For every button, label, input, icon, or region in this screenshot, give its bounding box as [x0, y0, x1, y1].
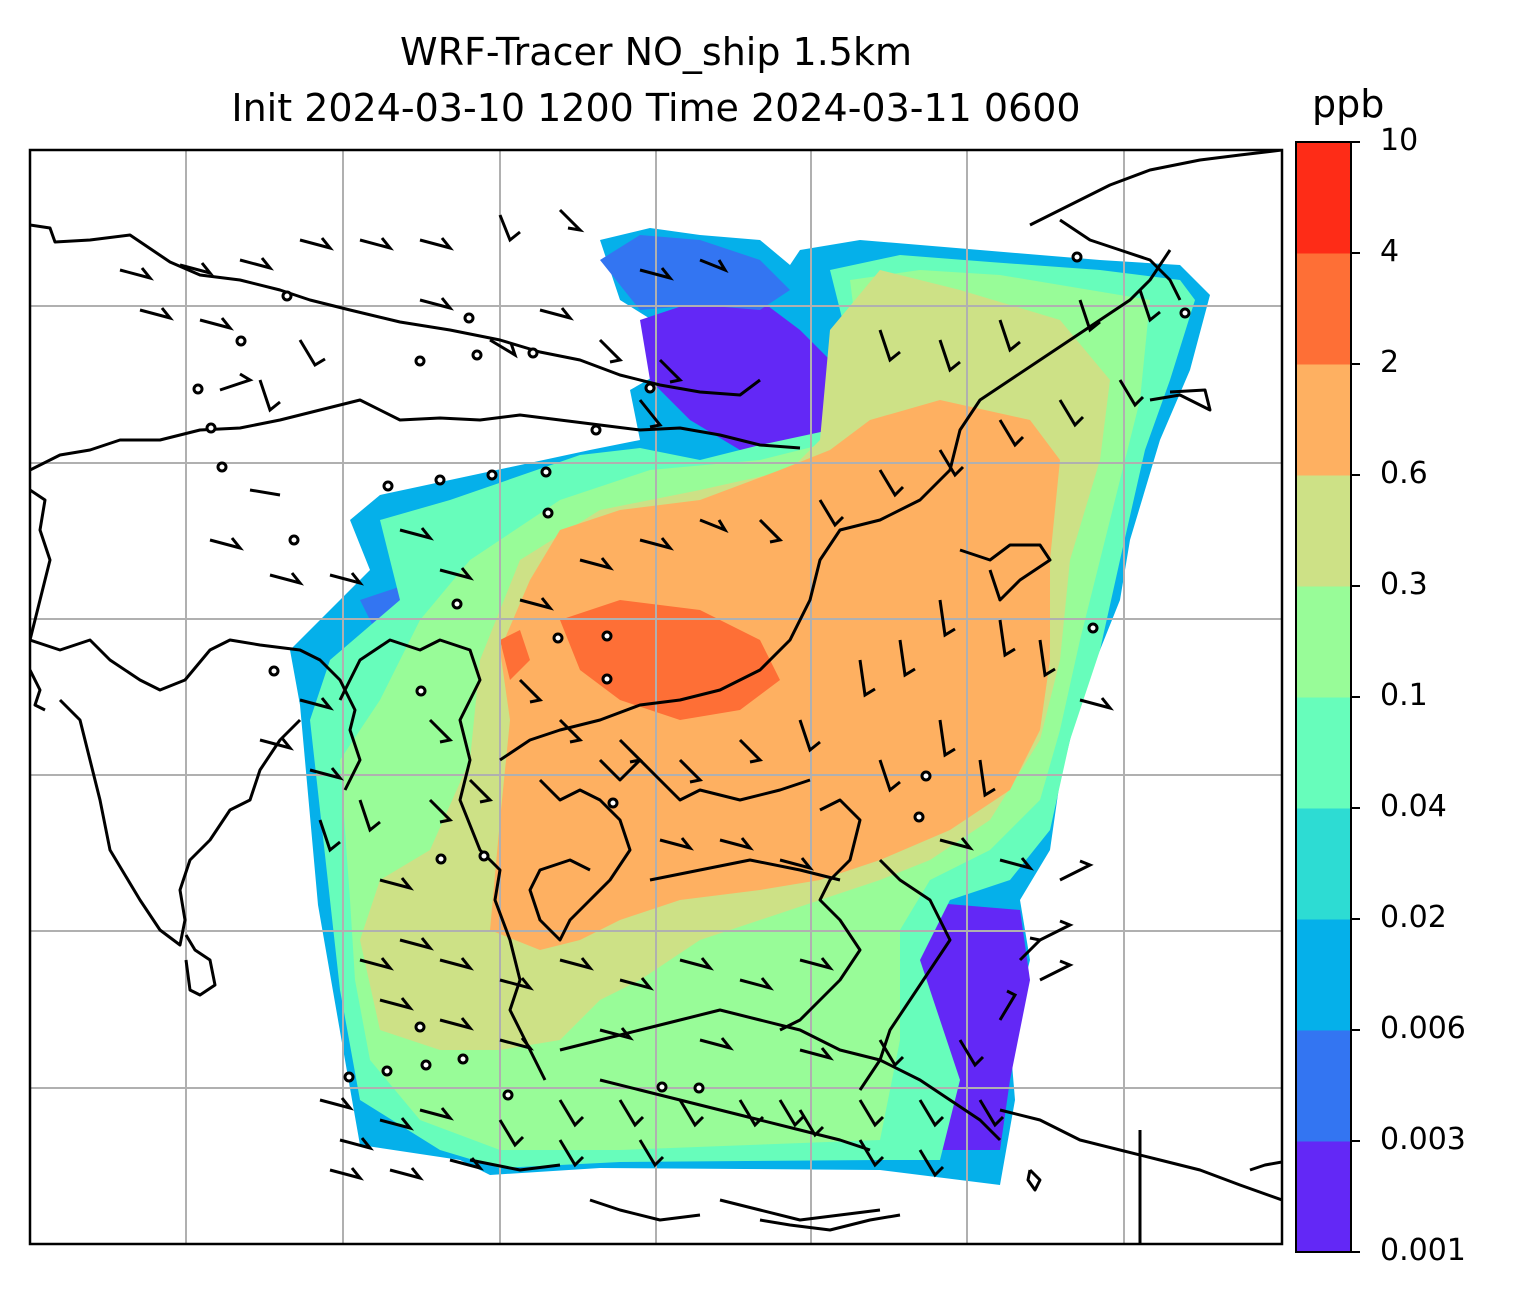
map-frame [28, 148, 1284, 1246]
calm-wind-markers [192, 251, 1191, 1101]
colorbar-tick-label: 0.003 [1380, 1122, 1466, 1157]
colorbar-ticks [1351, 141, 1360, 1253]
wind-barbs [119, 208, 1161, 1181]
colorbar-segment [1296, 1141, 1351, 1253]
tracer-field-level-2 [560, 600, 780, 720]
colorbar-tick-label: 0.3 [1380, 567, 1428, 602]
colorbar-tick-label: 2 [1380, 345, 1400, 380]
colorbar-tick-label: 0.001 [1380, 1233, 1466, 1268]
colorbar-segment [1296, 253, 1351, 365]
colorbar-segment [1296, 697, 1351, 809]
tracer-field [290, 228, 1210, 1185]
tracer-field-level-0.003 [600, 235, 790, 310]
colorbar-tick-label: 0.04 [1380, 789, 1447, 824]
colorbar-segment [1296, 808, 1351, 920]
colorbar-tick-label: 0.1 [1380, 678, 1428, 713]
colorbar-tick-label: 4 [1380, 234, 1400, 269]
colorbar-segment [1296, 364, 1351, 476]
colorbar-segment [1296, 586, 1351, 698]
colorbar-tick-label: 0.006 [1380, 1011, 1466, 1046]
colorbar-tick-label: 0.02 [1380, 900, 1447, 935]
colorbar-segment [1296, 1030, 1351, 1142]
map-plot-area [30, 150, 1282, 1244]
colorbar-segment [1296, 142, 1351, 254]
colorbar-unit-label: ppb [1312, 82, 1385, 126]
colorbar-tick-label: 10 [1380, 123, 1419, 158]
graticule [30, 150, 1282, 1244]
colorbar-segment [1296, 475, 1351, 587]
colorbar-tick-label: 0.6 [1380, 456, 1428, 491]
colorbar [1296, 142, 1351, 1253]
tracer-field-level-0.001 [640, 300, 850, 460]
coastlines [30, 150, 1282, 1244]
map-title-line2: Init 2024-03-10 1200 Time 2024-03-11 060… [231, 86, 1081, 130]
colorbar-segment [1296, 919, 1351, 1031]
map-title-line1: WRF-Tracer NO_ship 1.5km [400, 30, 912, 74]
tracer-field-level-2b [500, 630, 530, 680]
